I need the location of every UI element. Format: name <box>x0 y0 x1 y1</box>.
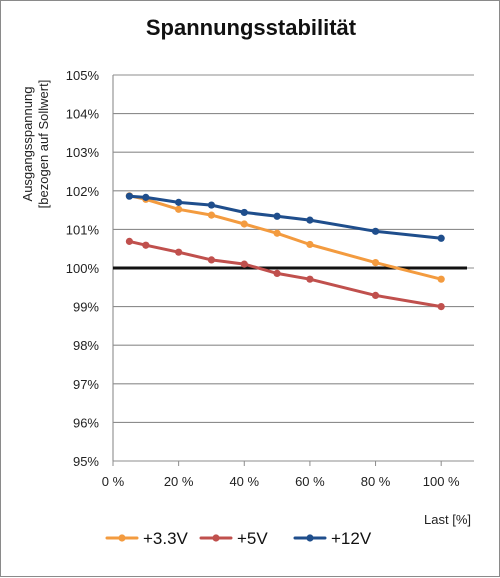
x-tick-label: 60 % <box>295 474 325 489</box>
y-axis-label-line-2: [bezogen auf Sollwert] <box>36 80 51 209</box>
x-tick-label: 20 % <box>164 474 194 489</box>
y-tick-label: 103% <box>66 145 100 160</box>
plot-area: 95% 96% 97% 98% 99% 100% 101% 102% 103% 104% 105% 0… <box>66 68 474 489</box>
data-point-33v <box>240 220 248 228</box>
data-point-12v <box>175 198 183 206</box>
data-point-12v <box>207 201 216 209</box>
y-tick-label: 98% <box>73 338 99 353</box>
legend-label-12v: +12V <box>331 529 372 548</box>
y-tick-label: 101% <box>66 222 100 237</box>
data-point-5v <box>175 248 183 256</box>
legend: +3.3V +5V +12V <box>105 529 372 548</box>
data-point-12v <box>273 212 281 220</box>
data-point-33v <box>175 205 183 213</box>
data-point-12v <box>437 234 445 242</box>
y-tick-label: 102% <box>66 184 100 199</box>
x-tick-label: 100 % <box>423 474 460 489</box>
data-point-12v <box>306 216 314 224</box>
y-tick-label: 95% <box>73 454 99 469</box>
data-point-5v <box>207 256 216 264</box>
y-tick-label: 105% <box>66 68 100 83</box>
data-point-12v <box>240 208 248 217</box>
x-axis-label: Last [%] <box>424 512 471 527</box>
legend-label-33v: +3.3V <box>143 529 189 548</box>
y-tick-label: 99% <box>73 300 99 315</box>
y-tick-label: 104% <box>66 107 100 122</box>
data-point-33v <box>207 211 216 219</box>
data-point-5v <box>240 260 248 268</box>
x-tick-label: 80 % <box>361 474 391 489</box>
data-point-12v <box>371 227 380 235</box>
legend-label-5v: +5V <box>237 529 268 548</box>
data-point-5v <box>125 237 134 245</box>
y-tick-label: 97% <box>73 377 99 392</box>
y-axis-label-line-1: Ausgangsspannung <box>20 87 35 202</box>
data-point-33v <box>371 258 380 267</box>
data-point-12v <box>142 193 150 201</box>
legend-marker-5v <box>212 534 220 542</box>
data-point-12v <box>125 192 134 200</box>
legend-marker-33v <box>118 534 126 542</box>
data-point-33v <box>306 240 314 249</box>
data-point-33v <box>273 229 281 237</box>
legend-marker-12v <box>306 534 314 542</box>
data-point-5v <box>437 303 445 311</box>
data-point-5v <box>273 269 281 278</box>
y-tick-label: 100% <box>66 261 100 276</box>
data-point-5v <box>371 291 380 300</box>
chart-title: Spannungsstabilität <box>146 15 357 40</box>
data-point-33v <box>437 275 445 283</box>
x-tick-label: 40 % <box>229 474 259 489</box>
data-point-5v <box>306 275 314 283</box>
x-tick-label: 0 % <box>102 474 125 489</box>
data-point-5v <box>142 241 150 249</box>
y-axis-label: Ausgangsspannung [bezogen auf Sollwert] <box>20 80 51 209</box>
y-tick-label: 96% <box>73 415 99 430</box>
